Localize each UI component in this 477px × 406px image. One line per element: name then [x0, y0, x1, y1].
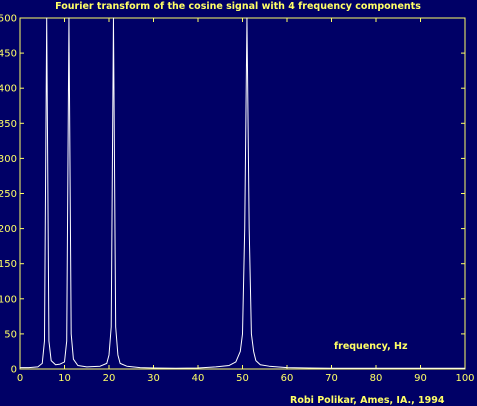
y-tick-label: 0: [11, 365, 17, 376]
x-tick-label: 60: [281, 373, 294, 384]
plot-area: 0 10 20 30 40 50 60 70 80 90 100 0 50 100 150 200 250 300…: [0, 14, 475, 385]
y-tick-label: 350: [0, 119, 17, 130]
x-tick-label: 100: [455, 373, 474, 384]
x-tick-label: 40: [192, 373, 205, 384]
x-tick-label: 50: [236, 373, 249, 384]
frequency-annotation: frequency, Hz: [334, 341, 408, 352]
x-tick-label: 0: [17, 373, 23, 384]
x-tick-label: 80: [370, 373, 383, 384]
y-tick-label: 150: [0, 259, 17, 270]
y-tick-label: 50: [4, 329, 17, 340]
author-credit: Robi Polikar, Ames, IA., 1994: [290, 395, 445, 406]
chart-title: Fourier transform of the cosine signal w…: [55, 1, 421, 12]
y-tick-label: 100: [0, 294, 17, 305]
y-tick-label: 200: [0, 224, 17, 235]
x-tick-label: 10: [58, 373, 71, 384]
y-tick-label: 300: [0, 154, 17, 165]
spectrum-line-0: [20, 17, 465, 369]
x-tick-label: 30: [147, 373, 160, 384]
x-tick-label: 70: [325, 373, 338, 384]
x-tick-label: 90: [414, 373, 427, 384]
y-tick-label: 450: [0, 49, 17, 60]
y-tick-label: 500: [0, 14, 17, 25]
y-tick-label: 250: [0, 189, 17, 200]
y-tick-label: 400: [0, 84, 17, 95]
x-tick-label: 20: [103, 373, 116, 384]
